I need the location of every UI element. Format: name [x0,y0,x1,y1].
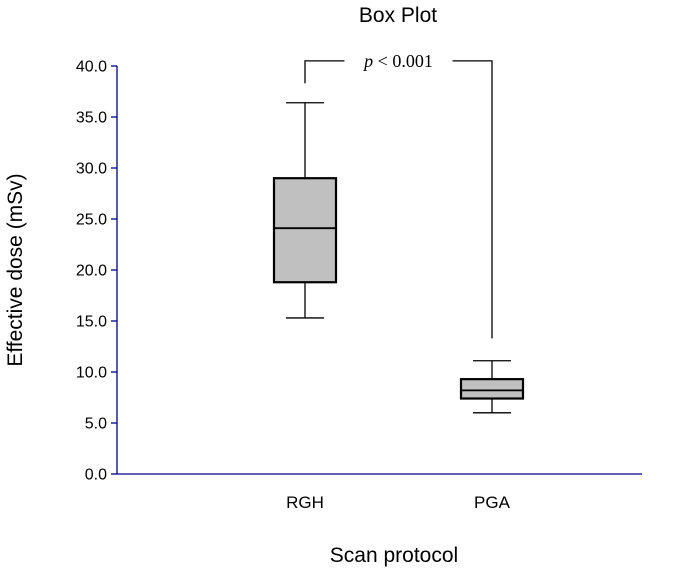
boxes [272,102,525,414]
y-tick-label: 25.0 [76,212,107,229]
interquartile-box [272,177,338,284]
y-axis-label: Effective dose (mSv) [4,173,27,366]
y-tick-label: 20.0 [76,263,107,280]
y-tick-label: 30.0 [76,161,107,178]
x-category-labels: RGH PGA [286,493,510,512]
p-value: < 0.001 [373,51,433,71]
interquartile-box [459,378,525,400]
y-tick-label: 5.0 [85,416,107,433]
significance-bracket-right [452,60,493,339]
y-tick-label: 0.0 [85,467,107,484]
box-pga [459,360,525,414]
significance-annotation: p < 0.001 [304,51,493,339]
axes [116,66,642,475]
box-rgh [272,102,338,319]
p-value-label: p < 0.001 [362,51,433,71]
chart-title: Box Plot [359,4,437,27]
y-tick-label: 40.0 [76,59,107,76]
p-symbol: p [362,51,373,71]
significance-bracket-left [304,60,345,84]
x-category-label: RGH [286,493,324,512]
y-tick-label: 35.0 [76,110,107,127]
y-tick-label: 10.0 [76,365,107,382]
x-axis-label: Scan protocol [330,544,458,567]
x-category-label: PGA [474,493,511,512]
y-axis-ticks: 0.0 5.0 10.0 15.0 20.0 25.0 30.0 35.0 40.0 [76,59,117,484]
y-tick-label: 15.0 [76,314,107,331]
